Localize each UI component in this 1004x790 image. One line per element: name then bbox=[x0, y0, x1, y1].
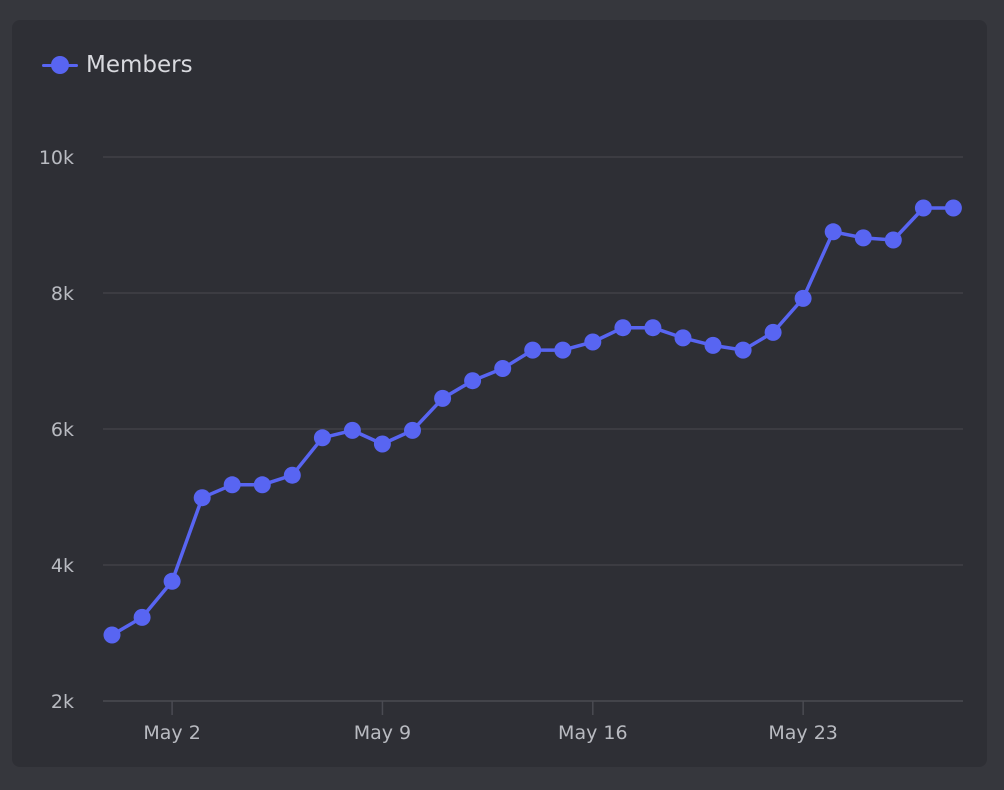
data-point[interactable] bbox=[644, 319, 662, 337]
x-tick-label: May 9 bbox=[354, 722, 411, 744]
data-point[interactable] bbox=[434, 389, 452, 407]
data-point[interactable] bbox=[584, 333, 602, 351]
x-axis: May 2 May 9 May 16 May 23 bbox=[143, 701, 838, 744]
data-point[interactable] bbox=[253, 476, 271, 494]
grid-lines bbox=[103, 156, 963, 702]
data-point[interactable] bbox=[854, 229, 872, 247]
data-point[interactable] bbox=[944, 199, 962, 217]
data-point[interactable] bbox=[554, 341, 572, 359]
data-point[interactable] bbox=[704, 336, 722, 354]
data-point[interactable] bbox=[614, 319, 632, 337]
data-point[interactable] bbox=[103, 626, 121, 644]
data-point[interactable] bbox=[343, 421, 361, 439]
data-point[interactable] bbox=[794, 289, 812, 307]
legend[interactable]: Members bbox=[42, 48, 193, 82]
y-tick-label: 2k bbox=[51, 691, 74, 713]
data-point[interactable] bbox=[283, 466, 301, 484]
data-point[interactable] bbox=[404, 421, 421, 439]
data-point[interactable] bbox=[824, 223, 842, 241]
chart-card bbox=[12, 20, 987, 767]
x-tick-label: May 2 bbox=[143, 722, 200, 744]
legend-marker-icon bbox=[42, 55, 78, 75]
data-point[interactable] bbox=[764, 323, 782, 341]
data-point[interactable] bbox=[193, 489, 211, 507]
data-point[interactable] bbox=[223, 476, 241, 494]
x-tick-label: May 16 bbox=[558, 722, 628, 744]
data-point[interactable] bbox=[914, 199, 932, 217]
data-point[interactable] bbox=[133, 608, 151, 626]
y-tick-label: 4k bbox=[51, 555, 74, 577]
data-point[interactable] bbox=[163, 572, 181, 590]
data-point[interactable] bbox=[373, 435, 391, 453]
data-point[interactable] bbox=[313, 429, 331, 447]
data-point[interactable] bbox=[674, 329, 692, 347]
data-point[interactable] bbox=[494, 360, 512, 377]
y-axis: 10k 8k 6k 4k 2k bbox=[39, 147, 74, 713]
data-point[interactable] bbox=[524, 341, 542, 359]
data-point[interactable] bbox=[884, 231, 902, 249]
y-tick-label: 10k bbox=[39, 147, 74, 169]
series-members[interactable] bbox=[103, 199, 962, 644]
legend-label-members: Members bbox=[86, 52, 193, 78]
y-tick-label: 8k bbox=[51, 283, 74, 305]
data-point[interactable] bbox=[464, 372, 482, 390]
series-line bbox=[110, 206, 956, 637]
x-tick-label: May 23 bbox=[768, 722, 838, 744]
data-point[interactable] bbox=[734, 341, 752, 359]
y-tick-label: 6k bbox=[51, 419, 74, 441]
